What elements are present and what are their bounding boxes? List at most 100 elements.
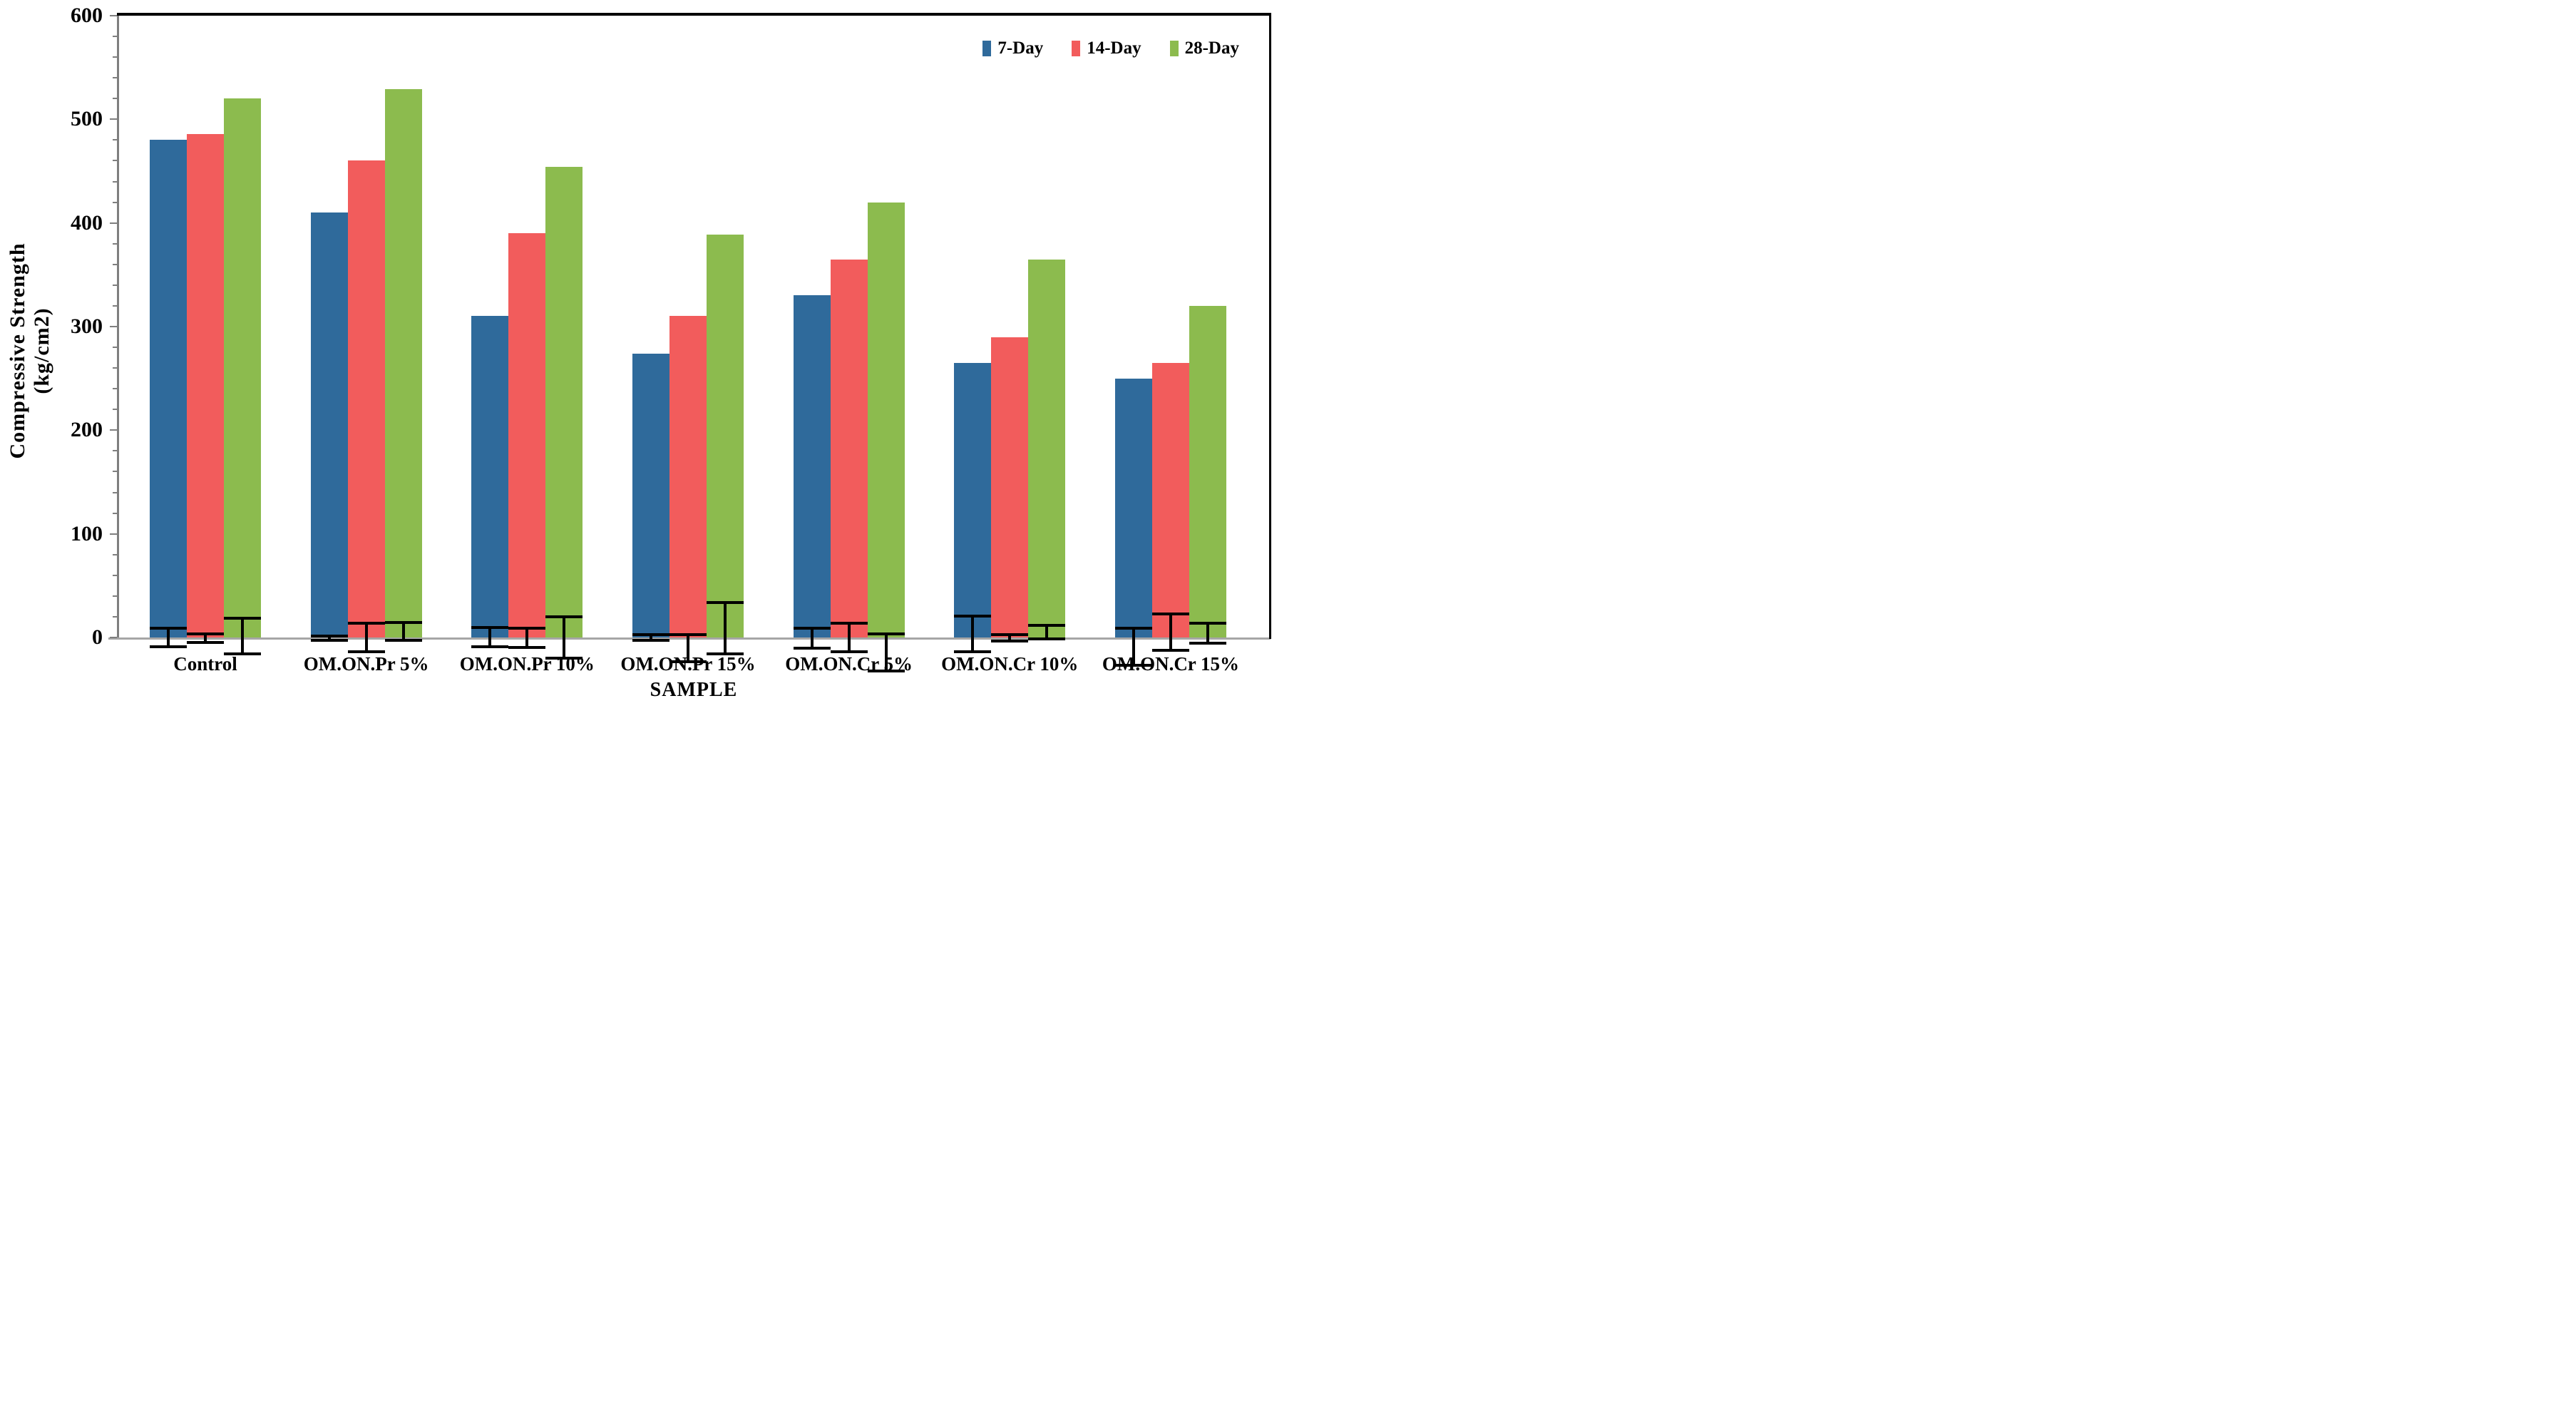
- y-tick-label-400: 400: [71, 210, 103, 235]
- error-whisker: [971, 615, 975, 653]
- bar-7-day-om-on-pr-10: [471, 316, 509, 648]
- minor-tick-460: [113, 160, 117, 162]
- y-tick-label-500: 500: [71, 107, 103, 131]
- error-cap-upper: [545, 615, 583, 619]
- error-cap-upper: [706, 601, 744, 605]
- error-cap-lower: [310, 638, 348, 642]
- legend-entry-28-day: 28-Day: [1169, 39, 1239, 58]
- plot-border-top: [117, 13, 1271, 16]
- error-cap-upper: [187, 632, 224, 635]
- error-cap-upper: [508, 627, 546, 630]
- error-whisker: [884, 632, 888, 673]
- error-whisker: [364, 622, 368, 653]
- bar-group-om-on-cr-15: [1114, 16, 1226, 667]
- error-cap-upper: [991, 633, 1029, 637]
- x-tick-label-om-on-pr-15: OM.ON.Pr 15%: [620, 653, 756, 675]
- error-cap-lower: [1151, 649, 1189, 652]
- bar-28-day-om-on-cr-5: [867, 202, 905, 673]
- bar-7-day-om-on-cr-5: [793, 295, 831, 650]
- legend-label-14-day: 14-Day: [1087, 39, 1141, 58]
- legend-swatch-7-day: [982, 41, 992, 56]
- minor-tick-360: [113, 263, 117, 265]
- error-cap-lower: [545, 656, 583, 660]
- bar-14-day-om-on-pr-5: [347, 160, 385, 653]
- x-tick-label-om-on-pr-10: OM.ON.Pr 10%: [459, 653, 595, 675]
- error-cap-lower: [384, 638, 422, 642]
- error-cap-lower: [187, 640, 224, 644]
- minor-tick-560: [113, 56, 117, 58]
- x-axis-title: SAMPLE: [650, 679, 738, 701]
- major-tick-0: [110, 637, 117, 638]
- major-tick-100: [110, 533, 117, 535]
- error-cap-upper: [669, 633, 707, 637]
- x-tick-label-om-on-cr-15: OM.ON.Cr 15%: [1102, 653, 1240, 675]
- error-whisker: [810, 627, 814, 650]
- minor-tick-140: [113, 491, 117, 493]
- error-whisker: [563, 615, 566, 660]
- error-whisker: [167, 627, 170, 648]
- minor-tick-120: [113, 512, 117, 514]
- error-cap-upper: [1151, 613, 1189, 616]
- error-whisker: [1008, 633, 1012, 643]
- error-cap-lower: [508, 645, 546, 649]
- bar-14-day-om-on-pr-15: [669, 316, 707, 664]
- error-whisker: [525, 627, 529, 649]
- plot-area: 0 100 200 300 400 500 600 7-Day 14-Day 28-Day: [71, 5, 1271, 673]
- minor-tick-420: [113, 201, 117, 203]
- bar-28-day-om-on-pr-10: [545, 167, 583, 660]
- minor-tick-160: [113, 471, 117, 473]
- error-whisker: [1169, 613, 1172, 652]
- y-axis-title: Compressive Strength (kg/cm2): [6, 242, 53, 459]
- y-tick-label-200: 200: [71, 418, 103, 442]
- error-cap-upper: [384, 620, 422, 624]
- y-axis-line: [117, 13, 119, 639]
- major-tick-500: [110, 118, 117, 121]
- bar-group-control: [150, 16, 261, 655]
- major-tick-400: [110, 222, 117, 224]
- minor-tick-20: [113, 615, 117, 618]
- minor-tick-60: [113, 574, 117, 576]
- bar-14-day-om-on-pr-10: [508, 233, 546, 649]
- x-axis-line: [108, 637, 1271, 640]
- major-tick-300: [110, 326, 117, 327]
- error-cap-lower: [793, 647, 831, 650]
- bar-group-om-on-pr-15: [632, 16, 744, 664]
- bar-28-day-control: [224, 98, 261, 655]
- error-cap-lower: [1189, 642, 1226, 645]
- error-cap-upper: [793, 627, 831, 630]
- minor-tick-240: [113, 388, 117, 390]
- bar-chart: Compressive Strength (kg/cm2) 0 100 200 300…: [0, 0, 1288, 710]
- bar-7-day-om-on-cr-15: [1114, 378, 1152, 667]
- minor-tick-520: [113, 98, 117, 100]
- error-cap-upper: [830, 622, 868, 625]
- error-cap-lower: [867, 670, 905, 673]
- error-whisker: [488, 626, 492, 648]
- error-cap-lower: [150, 645, 187, 648]
- error-cap-upper: [954, 615, 992, 618]
- error-cap-lower: [347, 650, 385, 653]
- bar-28-day-om-on-pr-15: [706, 234, 744, 655]
- major-tick-200: [110, 429, 117, 431]
- bar-group-om-on-cr-5: [793, 16, 905, 673]
- error-cap-upper: [471, 626, 509, 630]
- bar-group-om-on-cr-10: [954, 16, 1066, 653]
- error-cap-upper: [1189, 622, 1226, 625]
- error-whisker: [1206, 622, 1209, 645]
- error-cap-lower: [632, 638, 669, 642]
- error-cap-lower: [669, 660, 707, 664]
- error-cap-lower: [471, 645, 509, 648]
- error-cap-lower: [1028, 637, 1066, 641]
- bar-28-day-om-on-cr-15: [1189, 305, 1226, 645]
- plot-border-right: [1269, 13, 1271, 639]
- error-cap-lower: [1114, 663, 1152, 667]
- error-whisker: [686, 633, 689, 664]
- y-tick-label-100: 100: [71, 521, 103, 545]
- x-axis-tick-labels: Control OM.ON.Pr 5% OM.ON.Pr 10% OM.ON.Pr 1…: [118, 653, 1269, 675]
- bar-group-om-on-pr-5: [310, 16, 422, 653]
- error-cap-lower: [954, 650, 992, 653]
- legend: 7-Day 14-Day 28-Day: [982, 39, 1239, 58]
- bar-14-day-control: [187, 133, 224, 644]
- error-cap-lower: [706, 652, 744, 655]
- bar-7-day-om-on-pr-5: [310, 212, 348, 642]
- minor-tick-440: [113, 180, 117, 183]
